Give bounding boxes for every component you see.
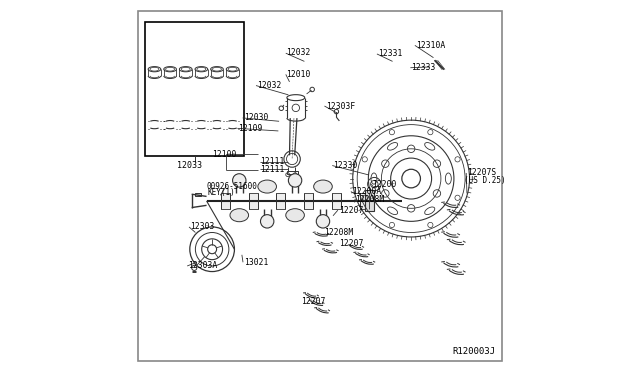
Text: 12208M: 12208M [324, 228, 353, 237]
Ellipse shape [387, 142, 397, 150]
Bar [332, 193, 341, 209]
Text: 12200A: 12200A [351, 187, 381, 196]
Text: 12100: 12100 [212, 150, 237, 159]
Bar [145, 22, 244, 156]
Bar [360, 193, 369, 209]
Circle shape [289, 174, 302, 187]
Text: 12030: 12030 [244, 113, 268, 122]
Text: 12303F: 12303F [326, 102, 355, 110]
Ellipse shape [286, 209, 305, 222]
Ellipse shape [230, 209, 248, 222]
Text: 12208M: 12208M [355, 195, 385, 203]
Bar [287, 171, 298, 174]
Text: 00926-51600: 00926-51600 [207, 182, 257, 190]
Ellipse shape [445, 173, 451, 184]
Text: 12310A: 12310A [415, 41, 445, 50]
Text: 12207: 12207 [301, 297, 326, 306]
Ellipse shape [387, 207, 397, 215]
Ellipse shape [371, 173, 377, 184]
Circle shape [232, 174, 246, 187]
Text: 12330: 12330 [333, 161, 357, 170]
Bar [365, 190, 374, 211]
Text: 12109: 12109 [238, 124, 262, 133]
Text: (US D.25): (US D.25) [465, 176, 506, 185]
Text: 12207: 12207 [339, 239, 363, 248]
Ellipse shape [425, 142, 435, 150]
Text: 12303A: 12303A [188, 262, 217, 270]
Text: 12333: 12333 [411, 63, 435, 72]
Ellipse shape [425, 207, 435, 215]
Bar [195, 193, 202, 196]
Ellipse shape [258, 180, 276, 193]
Text: 12111: 12111 [260, 165, 285, 174]
Text: 12207: 12207 [339, 206, 363, 215]
Text: 12207S: 12207S [467, 169, 496, 177]
Text: R120003J: R120003J [452, 347, 495, 356]
Text: 12303: 12303 [190, 222, 214, 231]
Text: 12111: 12111 [260, 157, 285, 166]
Bar [276, 193, 285, 209]
Text: KEY(1): KEY(1) [207, 188, 236, 197]
Ellipse shape [314, 180, 332, 193]
Text: 12010: 12010 [287, 70, 311, 79]
Text: 12032: 12032 [287, 48, 311, 57]
Bar [248, 193, 257, 209]
Circle shape [316, 215, 330, 228]
Text: 12331: 12331 [378, 49, 402, 58]
Text: 13021: 13021 [244, 258, 268, 267]
Text: 12200: 12200 [372, 180, 396, 189]
Circle shape [260, 215, 274, 228]
Text: 12032: 12032 [257, 81, 281, 90]
Bar [221, 193, 230, 209]
Bar [305, 193, 314, 209]
Text: 12033: 12033 [177, 161, 202, 170]
